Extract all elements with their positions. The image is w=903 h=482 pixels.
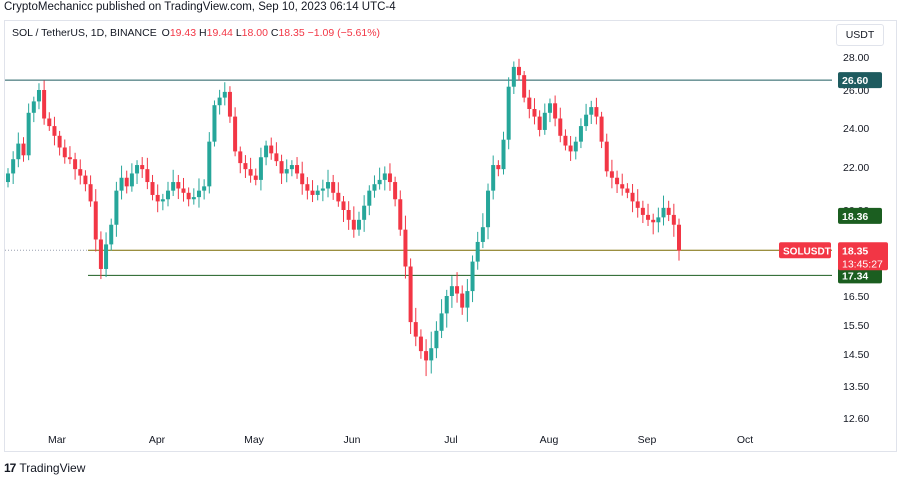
tradingview-brand: TradingView (19, 461, 86, 475)
tradingview-logo-icon: 17 (4, 461, 16, 475)
low-value: 18.00 (241, 27, 268, 39)
published-caption: CryptoMechanicc published on TradingView… (4, 1, 396, 13)
high-value: 19.44 (206, 27, 233, 39)
tradingview-logo[interactable]: 17 TradingView (4, 461, 85, 475)
high-label: H (199, 27, 207, 39)
low-label: L (235, 27, 242, 39)
symbol-title: SOL / TetherUS, 1D, BINANCE (12, 27, 157, 39)
close-value: 18.35 (278, 27, 305, 39)
chart-legend: SOL / TetherUS, 1D, BINANCE O19.43 H19.4… (12, 27, 380, 39)
close-label: C (270, 27, 279, 39)
change-value: −1.09 (−5.61%) (307, 27, 381, 39)
open-label: O (161, 27, 170, 39)
currency-button[interactable]: USDT (836, 24, 884, 46)
chart-frame (4, 20, 897, 452)
open-value: 19.43 (169, 27, 197, 39)
